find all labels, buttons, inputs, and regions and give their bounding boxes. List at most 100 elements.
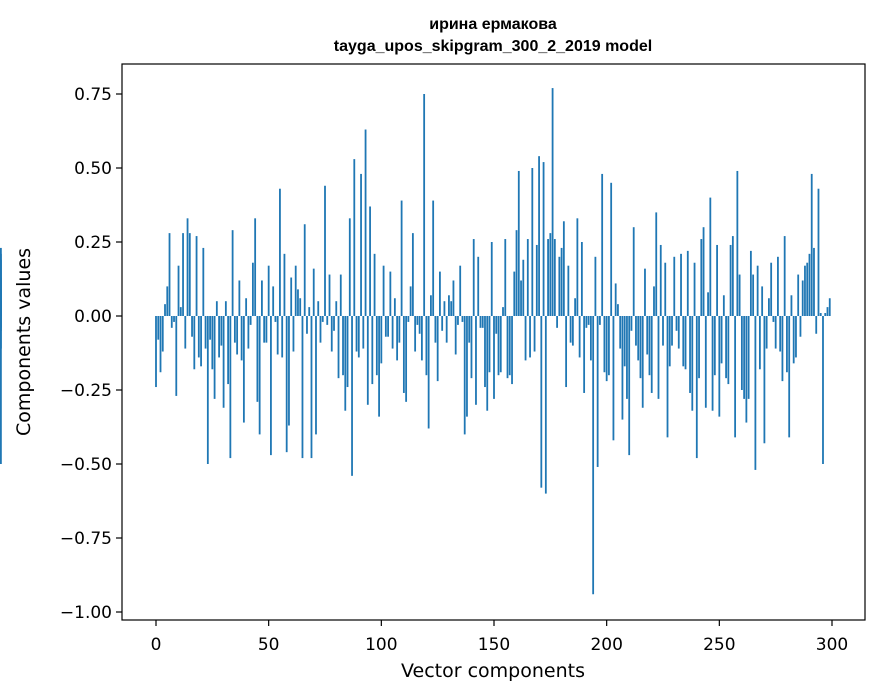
- y-tick-label: −0.75: [60, 529, 112, 549]
- bar: [752, 274, 755, 316]
- y-tick-label: 0.75: [74, 85, 112, 105]
- bar: [272, 286, 275, 316]
- y-tick-label: −1.00: [60, 603, 112, 623]
- bar: [236, 316, 239, 355]
- bar: [657, 316, 660, 399]
- y-tick-label: 0.00: [74, 307, 112, 327]
- bar: [804, 265, 806, 316]
- bar: [758, 316, 761, 370]
- bar: [270, 316, 272, 456]
- bar: [488, 316, 491, 373]
- bar: [788, 316, 791, 438]
- bar: [0, 289, 2, 316]
- bar: [729, 244, 732, 316]
- x-tick-label: 0: [151, 635, 162, 655]
- bar: [206, 316, 209, 464]
- bar: [177, 265, 180, 316]
- bar: [161, 316, 164, 352]
- bar: [571, 316, 574, 346]
- bar: [779, 316, 782, 352]
- bar: [227, 316, 230, 385]
- bar: [479, 316, 482, 328]
- bar: [806, 262, 809, 316]
- bar: [684, 316, 687, 370]
- bar: [182, 233, 184, 316]
- bar: [348, 218, 351, 316]
- bar: [515, 230, 518, 316]
- bar: [411, 233, 414, 316]
- bar: [754, 316, 757, 470]
- bar: [549, 233, 552, 316]
- bar: [470, 316, 473, 379]
- bar: [475, 316, 477, 405]
- x-tick-label: 50: [258, 635, 280, 655]
- bar: [328, 274, 331, 316]
- bar: [745, 316, 748, 423]
- bar: [772, 316, 775, 322]
- bar: [801, 280, 804, 316]
- bar: [193, 316, 196, 370]
- bar: [285, 316, 288, 453]
- bar: [484, 316, 486, 388]
- bar: [420, 316, 423, 361]
- bar: [450, 301, 453, 316]
- bar: [716, 244, 718, 316]
- bar: [184, 316, 187, 349]
- bar: [731, 236, 734, 316]
- bar: [294, 265, 297, 316]
- bar: [173, 316, 175, 322]
- bar: [254, 218, 257, 316]
- bar: [423, 94, 426, 316]
- bar: [565, 316, 568, 388]
- bar: [826, 307, 829, 316]
- bar: [218, 316, 220, 358]
- bar: [506, 316, 509, 379]
- bar: [279, 188, 281, 316]
- bar: [247, 316, 250, 349]
- bar: [513, 271, 516, 316]
- bar: [601, 173, 604, 316]
- bar: [619, 316, 622, 349]
- bar: [614, 283, 617, 316]
- bar: [808, 253, 811, 316]
- bar: [504, 239, 507, 316]
- bar: [0, 247, 2, 316]
- bar: [617, 304, 619, 316]
- bar: [335, 301, 338, 316]
- bar: [596, 316, 599, 467]
- bar: [682, 316, 685, 367]
- bar: [576, 218, 579, 316]
- bar: [786, 316, 788, 373]
- bar: [224, 301, 227, 316]
- bar: [324, 185, 326, 316]
- bar: [366, 316, 369, 405]
- bar: [585, 316, 588, 328]
- y-tick-label: −0.50: [60, 455, 112, 475]
- bar: [301, 316, 304, 459]
- bar: [587, 316, 590, 325]
- bar: [583, 316, 586, 393]
- bar: [231, 230, 234, 316]
- x-tick-label: 200: [590, 635, 622, 655]
- bar: [443, 301, 446, 316]
- bar: [369, 206, 371, 316]
- bar: [186, 218, 189, 316]
- bar: [339, 274, 342, 316]
- bar: [680, 253, 682, 316]
- bar: [342, 316, 344, 376]
- bar: [486, 316, 489, 411]
- bar: [502, 307, 504, 316]
- bar: [517, 170, 520, 316]
- bar: [452, 280, 455, 316]
- bar: [175, 316, 178, 396]
- bar: [635, 316, 637, 346]
- bar: [562, 221, 565, 316]
- bar: [245, 298, 248, 316]
- plot-frame: [121, 63, 866, 621]
- bar: [567, 265, 570, 316]
- bar: [783, 236, 786, 316]
- bar: [700, 239, 703, 316]
- bar: [490, 242, 493, 316]
- bar: [526, 239, 529, 316]
